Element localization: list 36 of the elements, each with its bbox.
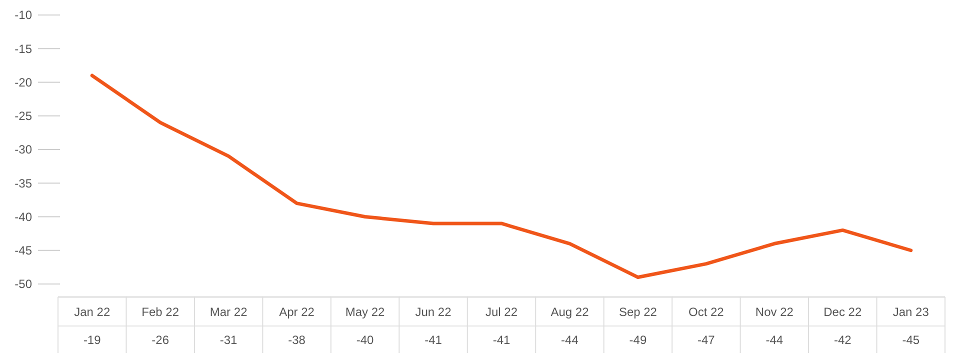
data-label: -41 (424, 333, 442, 348)
x-tick-label: Oct 22 (688, 305, 724, 320)
data-label: -19 (83, 333, 102, 348)
y-tick-label: -10 (14, 8, 32, 22)
data-label: -49 (629, 333, 647, 348)
x-tick-label: Dec 22 (824, 305, 862, 320)
x-tick-label: May 22 (345, 305, 386, 320)
x-tick-label: Jul 22 (485, 305, 518, 320)
data-label: -26 (152, 333, 170, 348)
data-label: -44 (766, 333, 784, 348)
x-tick-label: Jun 22 (415, 305, 452, 320)
line-series (90, 74, 913, 280)
x-tick-label: Nov 22 (755, 305, 794, 320)
data-label: -44 (561, 333, 579, 348)
y-tick-label: -20 (14, 75, 32, 90)
data-label: -38 (288, 333, 306, 348)
x-tick-label: Jan 23 (892, 305, 930, 320)
y-tick-label: -40 (14, 210, 32, 224)
x-tick-label: Aug 22 (550, 305, 590, 320)
data-label: -41 (492, 333, 510, 348)
x-tick-label: Jan 22 (74, 305, 110, 320)
data-label: -31 (220, 333, 238, 348)
x-tick-label: Apr 22 (279, 305, 315, 320)
data-label: -40 (356, 333, 374, 348)
y-tick-label: -15 (14, 42, 32, 56)
x-tick-label: Feb 22 (142, 305, 180, 320)
data-label: -42 (834, 333, 852, 348)
y-tick-label: -50 (14, 277, 32, 292)
x-tick-label: Mar 22 (210, 305, 248, 320)
data-label: -45 (902, 333, 920, 348)
y-tick-label: -30 (14, 142, 32, 157)
x-tick-label: Sep 22 (618, 305, 658, 320)
data-label: -47 (698, 333, 716, 348)
y-tick-label: -45 (14, 244, 32, 258)
y-tick-label: -25 (14, 109, 32, 124)
y-tick-label: -35 (14, 176, 32, 190)
